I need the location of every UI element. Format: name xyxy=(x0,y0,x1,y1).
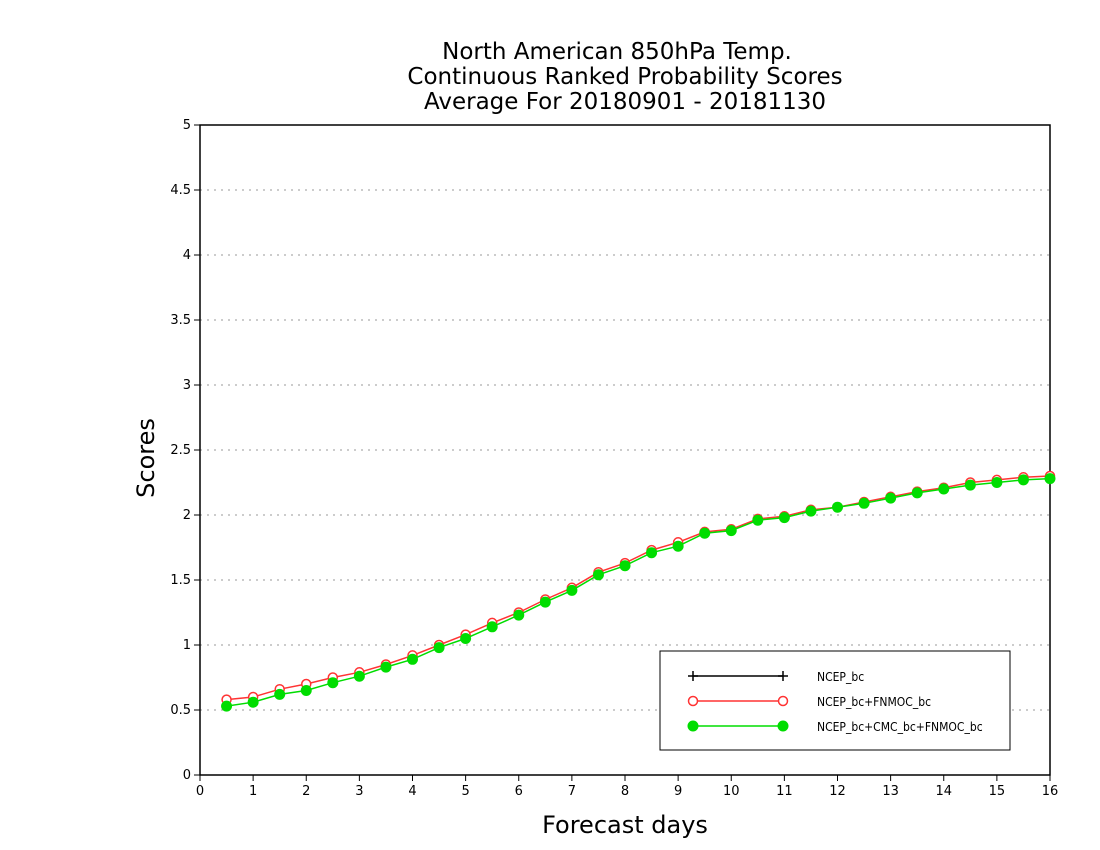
title-line-2: Continuous Ranked Probability Scores xyxy=(407,64,842,90)
y-tick-label: 3.5 xyxy=(170,313,191,328)
series-2 xyxy=(221,473,1056,712)
legend-entry: NCEP_bc xyxy=(688,670,864,684)
x-axis-label: Forecast days xyxy=(542,811,708,839)
data-point xyxy=(832,501,843,513)
data-point xyxy=(592,569,604,581)
x-tick-label: 8 xyxy=(621,784,629,799)
data-point xyxy=(407,653,418,665)
y-tick-label: 2 xyxy=(183,508,191,523)
y-tick-label: 0.5 xyxy=(170,703,191,718)
x-tick-label: 14 xyxy=(935,784,952,799)
data-point xyxy=(858,497,870,509)
legend-entry: NCEP_bc+FNMOC_bc xyxy=(687,695,931,709)
x-tick-label: 1 xyxy=(249,784,257,799)
data-point xyxy=(646,547,658,559)
data-point xyxy=(725,525,737,537)
data-point xyxy=(938,483,950,495)
data-point xyxy=(672,540,684,552)
legend-label: NCEP_bc+CMC_bc+FNMOC_bc xyxy=(817,720,983,734)
data-point xyxy=(513,609,525,621)
legend-marker xyxy=(688,671,698,681)
y-tick-label: 0 xyxy=(183,768,191,783)
data-point xyxy=(778,512,790,524)
chart-title: North American 850hPa Temp. Continuous R… xyxy=(407,39,842,115)
title-line-3: Average For 20180901 - 20181130 xyxy=(424,89,826,115)
data-point xyxy=(885,492,897,504)
x-tick-label: 2 xyxy=(302,784,310,799)
data-point xyxy=(1044,473,1056,485)
x-axis: 0 1 2 3 4 5 6 7 8 9 10 11 12 13 14 15 16 xyxy=(196,775,1058,799)
data-point xyxy=(539,596,551,608)
y-tick-label: 4 xyxy=(183,248,191,263)
x-tick-label: 16 xyxy=(1042,784,1059,799)
data-point xyxy=(460,633,472,644)
data-point xyxy=(433,642,445,654)
legend: NCEP_bc NCEP_bc+FNMOC_bc NCEP_bc+CMC_bc+FN… xyxy=(659,650,1011,751)
y-tick-label: 1.5 xyxy=(170,573,191,588)
x-tick-label: 15 xyxy=(989,784,1006,799)
y-tick-label: 5 xyxy=(183,118,191,133)
y-tick-label: 4.5 xyxy=(170,183,191,198)
data-point xyxy=(274,688,286,700)
data-point xyxy=(247,696,259,708)
y-tick-label: 3 xyxy=(183,378,191,393)
title-line-1: North American 850hPa Temp. xyxy=(442,39,792,65)
legend-marker xyxy=(777,720,789,732)
data-point xyxy=(380,661,392,673)
grid-lines xyxy=(200,189,1050,711)
x-tick-label: 5 xyxy=(461,784,469,799)
legend-entry: NCEP_bc+CMC_bc+FNMOC_bc xyxy=(687,720,983,734)
x-tick-label: 12 xyxy=(829,784,846,799)
y-axis-label: Scores xyxy=(132,418,160,498)
data-point xyxy=(300,685,312,696)
data-point xyxy=(486,621,498,633)
data-point xyxy=(699,527,711,539)
legend-label: NCEP_bc+FNMOC_bc xyxy=(817,695,931,709)
legend-marker xyxy=(777,695,789,707)
y-tick-label: 1 xyxy=(183,638,191,653)
data-point xyxy=(805,505,817,517)
data-point xyxy=(327,677,339,689)
x-tick-label: 9 xyxy=(674,784,682,799)
data-point xyxy=(991,477,1003,488)
y-tick-label: 2.5 xyxy=(170,443,191,458)
data-point xyxy=(221,700,233,712)
legend-marker xyxy=(687,720,699,732)
x-tick-label: 10 xyxy=(723,784,740,799)
data-point xyxy=(619,560,631,572)
y-axis: 0 0.5 1 1.5 2 2.5 3 3.5 4 4.5 5 xyxy=(170,118,200,783)
data-point xyxy=(752,514,764,526)
x-tick-label: 7 xyxy=(568,784,576,799)
series-layer xyxy=(221,470,1056,712)
legend-marker xyxy=(778,671,788,681)
x-tick-label: 6 xyxy=(515,784,523,799)
data-point xyxy=(566,584,578,596)
data-point xyxy=(1017,474,1029,486)
x-tick-label: 13 xyxy=(882,784,899,799)
data-point xyxy=(353,670,365,682)
legend-label: NCEP_bc xyxy=(817,670,864,684)
x-tick-label: 4 xyxy=(408,784,416,799)
x-tick-label: 0 xyxy=(196,784,204,799)
x-tick-label: 3 xyxy=(355,784,363,799)
x-tick-label: 11 xyxy=(776,784,793,799)
legend-marker xyxy=(687,695,699,707)
data-point xyxy=(964,479,976,491)
data-point xyxy=(911,487,923,499)
